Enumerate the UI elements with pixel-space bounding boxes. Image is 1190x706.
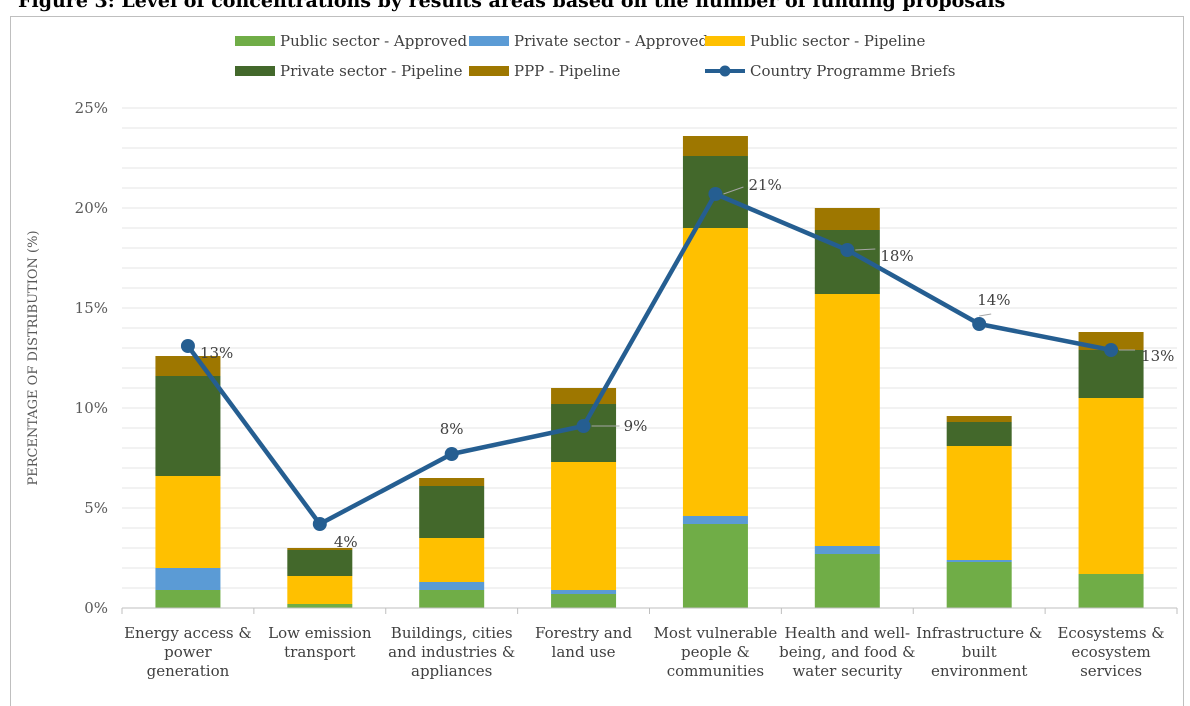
chart-frame (10, 16, 1184, 706)
x-tick-label: Health and well-being, and food & water s… (779, 624, 915, 680)
line-point (576, 419, 591, 433)
bar-segment (287, 550, 353, 576)
data-label: 4% (334, 533, 358, 551)
bar-segment (551, 462, 617, 590)
x-tick-label: Buildings, cities and industries & applian… (388, 624, 515, 680)
bar-segment (1078, 398, 1144, 574)
bar-segment (1078, 574, 1144, 608)
line-point (1104, 343, 1119, 357)
bar-segment (682, 136, 748, 156)
bar-segment (155, 476, 221, 568)
stacked-bar-line-chart: Public sector - Approved Private sector -… (26, 32, 1178, 680)
bar-segment (155, 376, 221, 476)
bar-segment (946, 446, 1012, 560)
line-path (186, 191, 1112, 527)
legend-swatch (705, 36, 745, 46)
legend-label: Private sector - Approved (514, 32, 709, 50)
line-point (444, 447, 459, 461)
bars (155, 136, 1144, 608)
bar-segment (419, 478, 485, 486)
x-tick-label: Infrastructure & built environment (916, 624, 1042, 680)
data-label: 14% (977, 291, 1010, 309)
legend-label: Public sector - Approved (280, 32, 468, 50)
y-axis: 0% 5% 10% 15% 20% 25% (75, 99, 108, 617)
legend-label: Public sector - Pipeline (750, 32, 926, 50)
legend: Public sector - Approved Private sector -… (235, 32, 956, 80)
x-tick-label: Most vulnerable people & communities (654, 624, 778, 680)
bar-segment (155, 568, 221, 590)
data-label-leader (979, 313, 992, 317)
data-label: 13% (1141, 347, 1174, 365)
y-tick-label: 15% (75, 299, 108, 317)
line-point (180, 339, 195, 353)
legend-label: Private sector - Pipeline (280, 62, 463, 80)
y-tick-label: 5% (84, 499, 108, 517)
legend-swatch (469, 36, 509, 46)
data-label: 13% (200, 344, 233, 362)
x-tick-label: Ecosystems & ecosystem services (1057, 624, 1164, 680)
data-label: 21% (748, 176, 781, 194)
bar-segment (419, 590, 485, 608)
line-point (972, 317, 987, 331)
bar-segment (287, 576, 353, 604)
data-label: 18% (880, 247, 913, 265)
x-axis: Energy access & power generation Low emissi… (121, 607, 1178, 680)
legend-swatch (235, 66, 275, 76)
y-tick-label: 10% (75, 399, 108, 417)
legend-swatch (719, 65, 731, 77)
line-point (840, 243, 855, 257)
bar-segment (814, 208, 880, 230)
data-label: 9% (624, 417, 648, 435)
country-programme-briefs-line: 13% 4% 8% 9% 21% 18% 14% 13% (180, 176, 1174, 551)
data-label: 8% (440, 420, 464, 438)
bar-segment (551, 590, 617, 594)
bar-segment (946, 560, 1012, 562)
bar-segment (1078, 350, 1144, 398)
bar-segment (946, 562, 1012, 608)
x-tick-label: Forestry and land use (535, 624, 632, 661)
y-tick-label: 25% (75, 99, 108, 117)
bar-segment (946, 422, 1012, 446)
legend-label: PPP - Pipeline (514, 62, 621, 80)
bar-segment (682, 228, 748, 516)
bar-segment (419, 486, 485, 538)
bar-segment (419, 538, 485, 582)
bar-segment (682, 524, 748, 608)
bar-segment (946, 416, 1012, 422)
bar-segment (814, 554, 880, 608)
y-tick-label: 0% (84, 599, 108, 617)
y-axis-title: PERCENTAGE OF DISTRIBUTION (%) (26, 230, 41, 485)
y-tick-label: 20% (75, 199, 108, 217)
legend-swatch (469, 66, 509, 76)
line-point (708, 187, 723, 201)
bar-segment (814, 546, 880, 554)
data-label-leader (855, 248, 876, 251)
bar-segment (814, 294, 880, 546)
bar-segment (419, 582, 485, 590)
legend-label: Country Programme Briefs (750, 62, 956, 80)
legend-swatch (235, 36, 275, 46)
bar-segment (155, 590, 221, 608)
gridlines (122, 107, 1177, 589)
bar-segment (287, 548, 353, 550)
bar-segment (682, 516, 748, 524)
x-tick-label: Low emission transport (268, 624, 372, 661)
data-label-leader (723, 186, 744, 195)
line-point (312, 517, 327, 531)
bar-segment (551, 594, 617, 608)
figure-title: Figure 3: Level of concentrations by res… (18, 0, 1006, 12)
bar-segment (287, 604, 353, 608)
x-tick-label: Energy access & power generation (124, 624, 252, 680)
